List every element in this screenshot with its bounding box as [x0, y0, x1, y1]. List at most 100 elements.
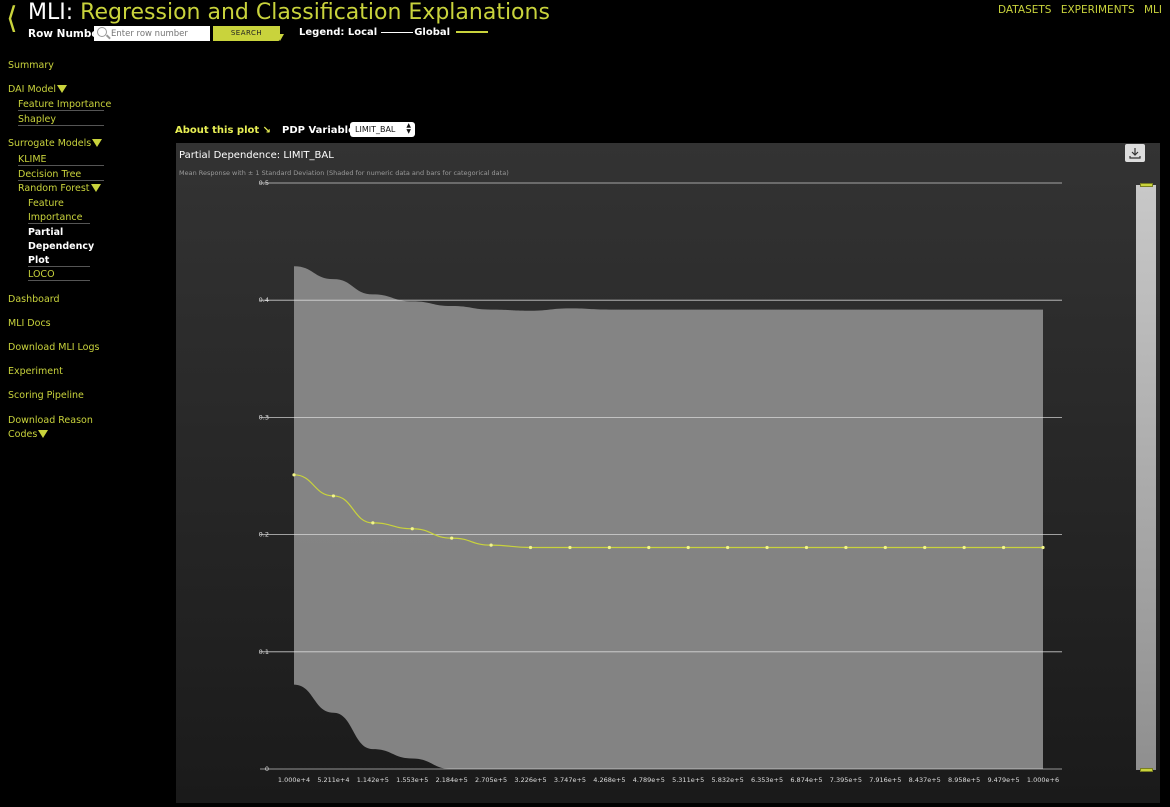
nav-experiments[interactable]: EXPERIMENTS — [1060, 4, 1135, 16]
x-tick-label: 7.916e+5 — [869, 776, 901, 784]
sidebar-item-rf-partial[interactable]: Partial — [28, 227, 64, 238]
chart-subtitle: Mean Response with ± 1 Standard Deviatio… — [179, 169, 509, 177]
nav-datasets[interactable]: DATASETS — [998, 4, 1052, 16]
x-tick-label: 2.705e+5 — [475, 776, 507, 784]
data-point — [607, 545, 611, 550]
sidebar-item-rf-plot[interactable]: Plot — [28, 255, 90, 267]
sidebar-item-mli-docs[interactable]: MLI Docs — [8, 318, 51, 329]
expand-triangle-icon — [90, 184, 101, 192]
data-point — [489, 543, 493, 547]
x-tick-label: 8.437e+5 — [909, 776, 941, 784]
data-point — [568, 545, 572, 550]
data-point — [923, 545, 927, 550]
page-title: MLI: Regression and Classification Expla… — [28, 0, 550, 26]
brush-handle-bottom[interactable] — [1140, 768, 1153, 772]
nav-mli[interactable]: MLI — [1143, 4, 1162, 16]
sidebar-item-scoring-pipeline[interactable]: Scoring Pipeline — [8, 390, 84, 401]
y-tick-label: 0.5 — [259, 179, 269, 187]
row-number-input[interactable] — [111, 26, 207, 41]
data-point — [765, 545, 769, 550]
data-point — [962, 545, 966, 550]
range-brush[interactable] — [1136, 185, 1156, 770]
x-tick-label: 5.311e+5 — [672, 776, 704, 784]
pdp-variable-label: PDP Variable: — [282, 125, 359, 136]
x-tick-label: 6.874e+5 — [790, 776, 822, 784]
y-tick-label: 0 — [265, 765, 269, 773]
data-point — [804, 545, 809, 550]
sidebar-download-reason-line1: Download Reason — [8, 415, 93, 426]
sidebar-item-download-reason-codes[interactable]: Download Reason Codes — [8, 415, 93, 440]
row-number-label: Row Number: — [28, 28, 108, 40]
x-tick-label: 1.142e+5 — [357, 776, 389, 784]
download-button[interactable] — [1125, 144, 1145, 162]
sidebar-item-loco[interactable]: LOCO — [28, 269, 90, 281]
data-point — [1001, 545, 1006, 550]
chart-title: Partial Dependence: LIMIT_BAL — [179, 150, 334, 161]
expand-triangle-icon — [92, 139, 103, 147]
x-tick-label: 3.747e+5 — [554, 776, 586, 784]
sidebar-item-random-forest[interactable]: Random Forest — [18, 183, 101, 194]
sidebar-item-rf-feature[interactable]: Feature — [28, 198, 64, 209]
sidebar-item-dashboard[interactable]: Dashboard — [8, 294, 60, 305]
sidebar-item-surrogate-models[interactable]: Surrogate Models — [8, 138, 103, 149]
x-tick-label: 2.184e+5 — [436, 776, 468, 784]
search-button[interactable]: SEARCH — [213, 26, 284, 41]
brush-handle-top[interactable] — [1140, 183, 1153, 187]
sidebar-item-klime[interactable]: KLIME — [18, 154, 104, 166]
title-name: Regression and Classification Explanatio… — [80, 0, 550, 25]
sidebar-item-feature-importance[interactable]: Feature Importance — [18, 99, 112, 111]
y-tick-label: 0.3 — [259, 413, 269, 421]
y-tick-label: 0.1 — [259, 648, 269, 656]
sidebar-item-dai-model[interactable]: DAI Model — [8, 84, 67, 95]
x-tick-label: 4.268e+5 — [593, 776, 625, 784]
data-point — [1041, 545, 1045, 550]
expand-triangle-icon — [38, 430, 49, 438]
data-point — [883, 545, 887, 550]
data-point — [292, 473, 296, 477]
data-point — [331, 494, 336, 498]
data-point — [410, 527, 414, 531]
row-number-search[interactable] — [94, 26, 210, 41]
data-point — [647, 545, 651, 550]
x-tick-label: 1.000e+6 — [1027, 776, 1059, 784]
y-tick-label: 0.4 — [259, 296, 269, 304]
x-tick-label: 3.226e+5 — [514, 776, 546, 784]
sidebar-item-shapley[interactable]: Shapley — [18, 114, 104, 126]
x-tick-label: 5.832e+5 — [712, 776, 744, 784]
sidebar-dai-model-label: DAI Model — [8, 84, 56, 95]
download-icon — [1129, 148, 1141, 159]
legend-local-line — [381, 31, 414, 33]
legend: Legend: Local Global — [299, 27, 489, 39]
data-point — [371, 521, 375, 525]
sidebar-item-summary[interactable]: Summary — [8, 60, 54, 71]
x-tick-label: 9.479e+5 — [987, 776, 1019, 784]
data-point — [686, 545, 690, 550]
expand-triangle-icon — [57, 85, 67, 93]
x-tick-label: 5.211e+4 — [317, 776, 349, 784]
sidebar-item-rf-dependency[interactable]: Dependency — [28, 241, 95, 252]
x-tick-label: 1.553e+5 — [396, 776, 428, 784]
pdp-variable-select[interactable]: LIMIT_BAL ▲ ▼ — [350, 122, 415, 137]
sidebar-download-reason-line2: Codes — [8, 429, 38, 440]
about-this-plot-link[interactable]: About this plot ↘ — [175, 125, 272, 136]
x-tick-label: 1.000e+4 — [278, 776, 310, 784]
data-point — [528, 545, 533, 550]
sidebar-item-rf-importance[interactable]: Importance — [28, 212, 90, 224]
data-point — [726, 545, 730, 550]
legend-local-label: Legend: Local — [299, 27, 378, 38]
legend-global-label: Global — [414, 27, 451, 38]
data-point — [450, 536, 454, 540]
pdp-variable-value: LIMIT_BAL — [355, 125, 396, 134]
select-arrows-icon: ▲ ▼ — [406, 122, 411, 135]
x-tick-label: 7.395e+5 — [830, 776, 862, 784]
sidebar-item-decision-tree[interactable]: Decision Tree — [18, 169, 104, 181]
sidebar-random-forest-label: Random Forest — [18, 183, 90, 194]
x-tick-label: 4.789e+5 — [633, 776, 665, 784]
sidebar-item-download-logs[interactable]: Download MLI Logs — [8, 342, 100, 353]
search-icon — [97, 27, 107, 37]
sidebar-item-experiment[interactable]: Experiment — [8, 366, 63, 377]
top-nav: DATASETS EXPERIMENTS MLI — [992, 4, 1162, 16]
back-chevron-icon[interactable]: ⟨ — [6, 1, 18, 36]
x-tick-label: 8.958e+5 — [948, 776, 980, 784]
